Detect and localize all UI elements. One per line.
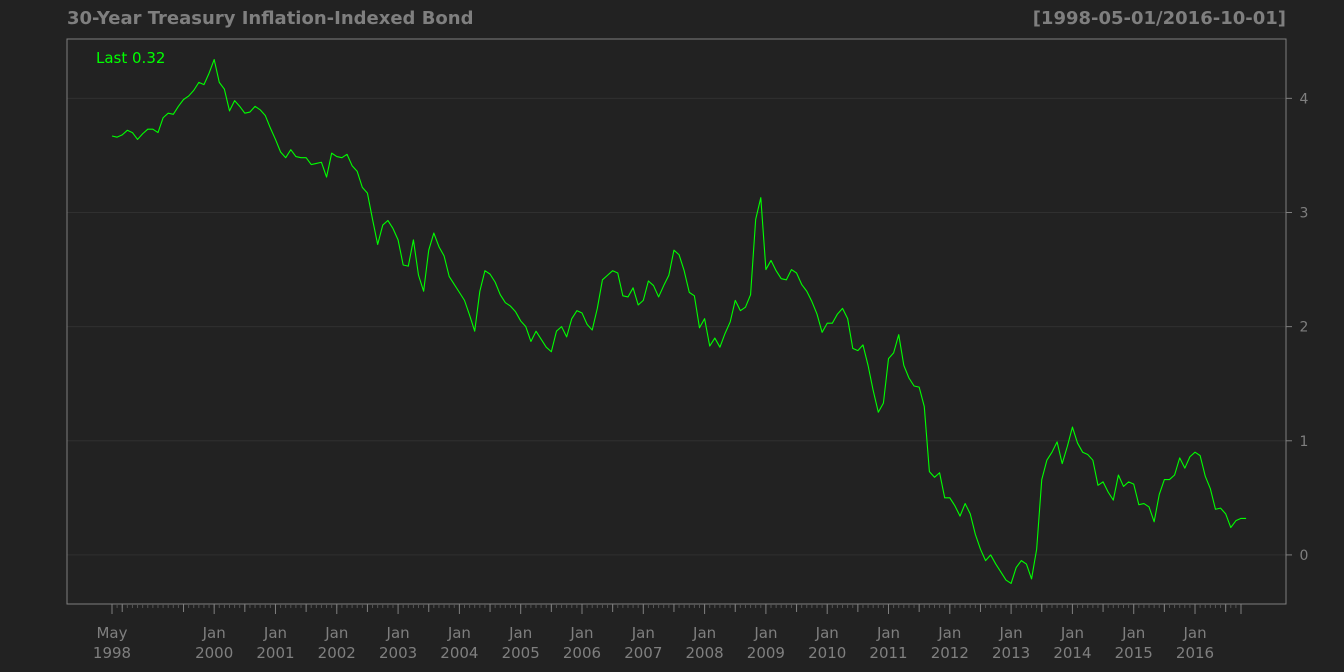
chart-title: 30-Year Treasury Inflation-Indexed Bond [67,8,474,29]
x-tick-label-month: Jan [324,624,348,642]
x-tick-label-month: Jan [753,624,777,642]
x-tick-label-month: Jan [692,624,716,642]
x-tick-label-month: Jan [508,624,532,642]
x-tick-label-year: 2008 [686,644,724,662]
x-tick-label-year: 2004 [440,644,478,662]
date-range-label: [1998-05-01/2016-10-01] [1032,8,1286,29]
x-tick-label-month: Jan [1121,624,1145,642]
series-line [111,58,1247,585]
x-tick-label-year: 1998 [93,644,131,662]
x-tick-label-year: 2011 [869,644,907,662]
x-tick-label-year: 2014 [1053,644,1091,662]
series-layer [111,58,1247,585]
x-tick-label-month: Jan [202,624,226,642]
x-tick-label-year: 2013 [992,644,1030,662]
x-tick-label-month: Jan [1182,624,1206,642]
x-axis: May 1998 Jan 2000 Jan 2001 Jan 2002 Jan 2003 Jan 20… [93,603,1242,662]
x-tick-label-month: Jan [447,624,471,642]
x-tick-label-month: Jan [937,624,961,642]
y-tick-label: 1 [1300,434,1309,450]
grid-lines [67,97,1286,556]
x-tick-label-year: 2012 [931,644,969,662]
x-tick-label-year: 2003 [379,644,417,662]
x-tick-label-year: 2001 [256,644,294,662]
y-axis: 0 1 2 3 4 [1286,91,1309,564]
x-tick-label-month: Jan [263,624,287,642]
x-tick-label-month: Jan [999,624,1023,642]
y-tick-label: 3 [1300,205,1309,221]
x-tick-label-month: Jan [569,624,593,642]
x-tick-label-month: Jan [815,624,839,642]
x-tick-label-month: Jan [1060,624,1084,642]
y-tick-label: 4 [1300,91,1309,107]
x-tick-label-year: 2010 [808,644,846,662]
y-tick-label: 2 [1300,320,1309,336]
x-tick-label-year: 2000 [195,644,233,662]
x-tick-label-year: 2009 [747,644,785,662]
x-tick-label-month: May [96,624,127,642]
y-tick-label: 0 [1300,548,1309,564]
x-tick-label-year: 2016 [1176,644,1214,662]
x-tick-label-month: Jan [876,624,900,642]
last-value-label: Last 0.32 [96,49,165,67]
x-tick-label-year: 2006 [563,644,601,662]
x-tick-label-month: Jan [631,624,655,642]
x-tick-label-year: 2002 [318,644,356,662]
x-tick-label-year: 2015 [1115,644,1153,662]
x-tick-label-month: Jan [386,624,410,642]
x-tick-label-year: 2005 [502,644,540,662]
x-tick-label-year: 2007 [624,644,662,662]
plot-frame [66,38,1287,605]
